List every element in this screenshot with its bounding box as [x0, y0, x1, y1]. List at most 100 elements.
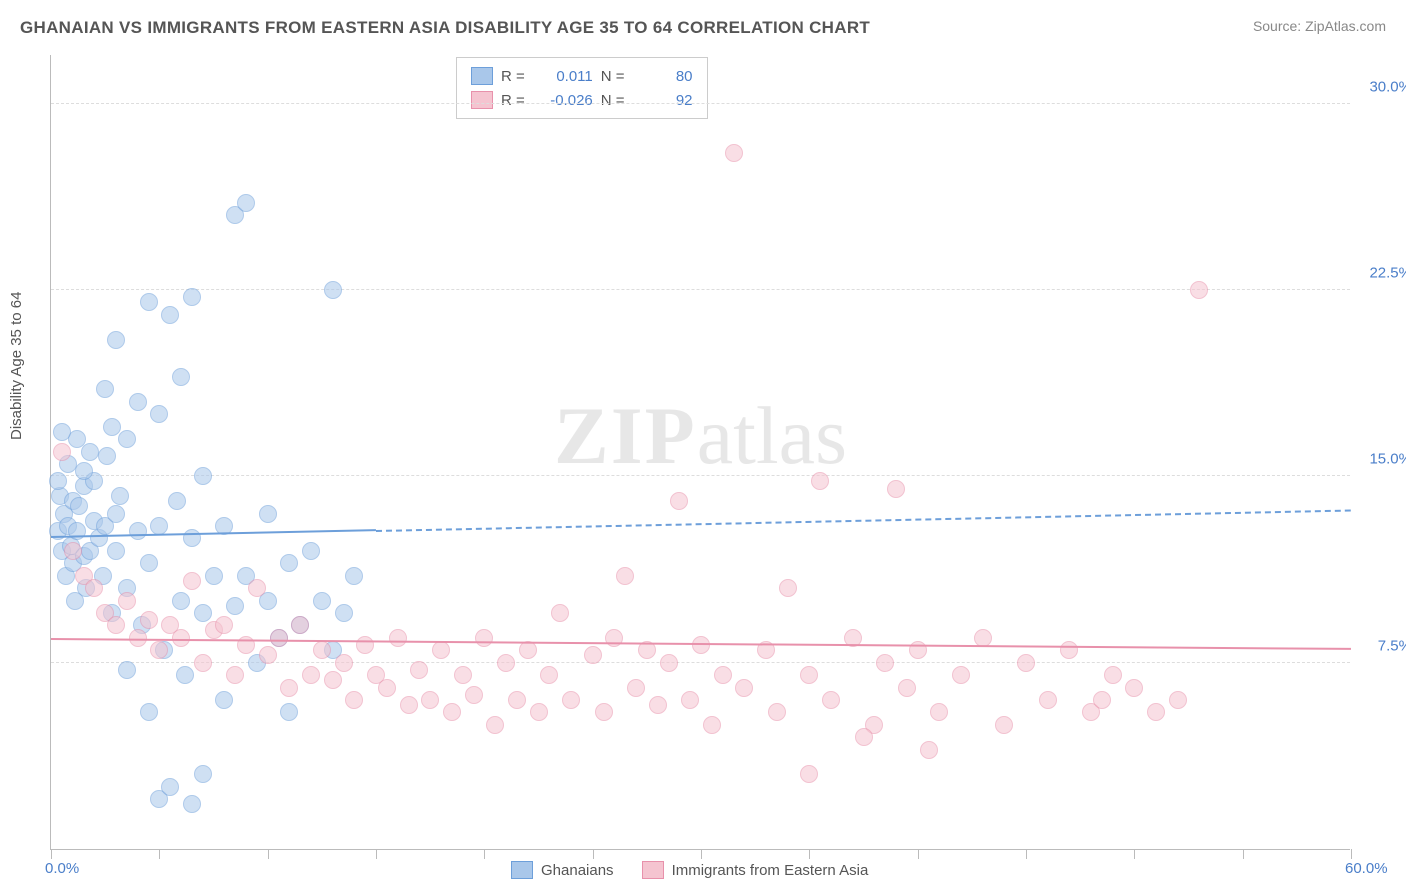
watermark-bold: ZIP	[554, 390, 697, 481]
data-point	[313, 592, 331, 610]
data-point	[85, 579, 103, 597]
n-value-1: 92	[633, 92, 693, 109]
data-point	[475, 629, 493, 647]
data-point	[313, 641, 331, 659]
data-point	[226, 666, 244, 684]
data-point	[887, 480, 905, 498]
data-point	[551, 604, 569, 622]
data-point	[96, 380, 114, 398]
legend-row-ghanaians: R = 0.011 N = 80	[471, 64, 693, 88]
data-point	[800, 765, 818, 783]
data-point	[1017, 654, 1035, 672]
data-point	[660, 654, 678, 672]
data-point	[107, 542, 125, 560]
data-point	[302, 542, 320, 560]
data-point	[335, 654, 353, 672]
x-tick	[1351, 849, 1352, 859]
data-point	[107, 505, 125, 523]
gridline	[51, 289, 1350, 290]
data-point	[735, 679, 753, 697]
data-point	[280, 679, 298, 697]
data-point	[486, 716, 504, 734]
x-tick	[376, 849, 377, 859]
swatch-ghanaians	[471, 67, 493, 85]
data-point	[140, 554, 158, 572]
data-point	[421, 691, 439, 709]
data-point	[259, 505, 277, 523]
data-point	[681, 691, 699, 709]
data-point	[161, 778, 179, 796]
watermark-rest: atlas	[697, 390, 847, 481]
data-point	[378, 679, 396, 697]
data-point	[432, 641, 450, 659]
data-point	[1147, 703, 1165, 721]
x-tick	[1243, 849, 1244, 859]
data-point	[270, 629, 288, 647]
data-point	[530, 703, 548, 721]
n-label: N =	[601, 92, 625, 109]
data-point	[1169, 691, 1187, 709]
data-point	[540, 666, 558, 684]
y-axis-label: Disability Age 35 to 64	[8, 292, 25, 440]
r-label: R =	[501, 92, 525, 109]
data-point	[140, 703, 158, 721]
data-point	[519, 641, 537, 659]
data-point	[98, 447, 116, 465]
data-point	[324, 281, 342, 299]
x-tick	[593, 849, 594, 859]
x-tick	[268, 849, 269, 859]
data-point	[194, 765, 212, 783]
data-point	[822, 691, 840, 709]
data-point	[584, 646, 602, 664]
data-point	[205, 567, 223, 585]
x-tick	[159, 849, 160, 859]
data-point	[1039, 691, 1057, 709]
data-point	[280, 703, 298, 721]
data-point	[226, 597, 244, 615]
x-tick	[484, 849, 485, 859]
x-tick-label: 0.0%	[45, 860, 79, 877]
y-tick-label: 22.5%	[1369, 265, 1406, 282]
data-point	[194, 654, 212, 672]
data-point	[118, 430, 136, 448]
data-point	[259, 646, 277, 664]
data-point	[855, 728, 873, 746]
data-point	[345, 691, 363, 709]
data-point	[324, 671, 342, 689]
data-point	[1104, 666, 1122, 684]
x-tick	[1134, 849, 1135, 859]
data-point	[291, 616, 309, 634]
legend-label: Immigrants from Eastern Asia	[672, 862, 869, 879]
trend-line	[376, 509, 1351, 531]
data-point	[692, 636, 710, 654]
data-point	[194, 467, 212, 485]
scatter-chart: ZIPatlas R = 0.011 N = 80 R = -0.026 N =…	[50, 55, 1350, 850]
data-point	[129, 522, 147, 540]
data-point	[649, 696, 667, 714]
y-tick-label: 15.0%	[1369, 451, 1406, 468]
data-point	[930, 703, 948, 721]
data-point	[280, 554, 298, 572]
data-point	[627, 679, 645, 697]
data-point	[725, 144, 743, 162]
data-point	[183, 795, 201, 813]
data-point	[161, 306, 179, 324]
data-point	[140, 293, 158, 311]
data-point	[497, 654, 515, 672]
source-credit: Source: ZipAtlas.com	[1253, 18, 1386, 34]
r-value-1: -0.026	[533, 92, 593, 109]
x-tick-label: 60.0%	[1345, 860, 1388, 877]
data-point	[410, 661, 428, 679]
data-point	[454, 666, 472, 684]
data-point	[215, 616, 233, 634]
data-point	[53, 443, 71, 461]
data-point	[183, 288, 201, 306]
legend-swatch	[642, 861, 664, 879]
data-point	[356, 636, 374, 654]
n-label: N =	[601, 68, 625, 85]
legend-label: Ghanaians	[541, 862, 614, 879]
x-tick	[1026, 849, 1027, 859]
legend-swatch	[511, 861, 533, 879]
y-tick-label: 30.0%	[1369, 78, 1406, 95]
data-point	[172, 629, 190, 647]
